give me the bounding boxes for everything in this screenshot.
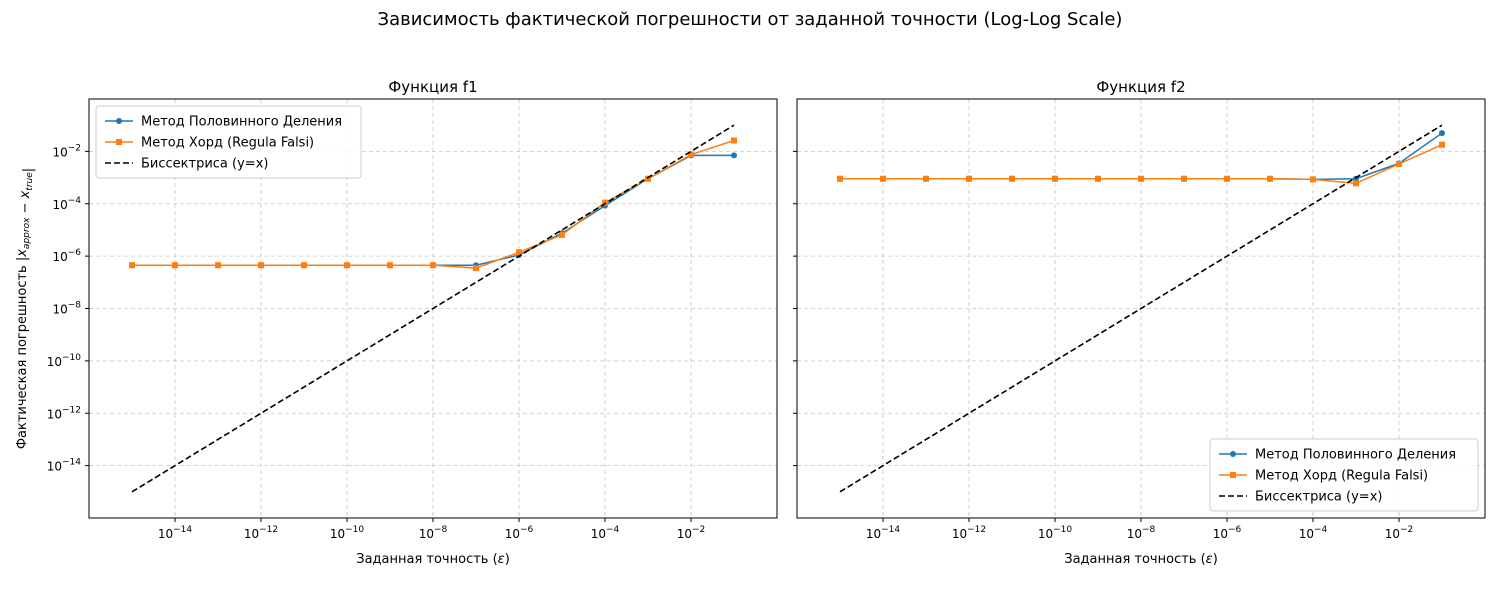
series-line — [839, 124, 1443, 493]
legend-label: Метод Половинного Деления — [1255, 448, 1456, 463]
legend-marker — [116, 139, 122, 145]
subplot-title: Функция f1 — [388, 78, 477, 96]
x-tick-label: 10−2 — [1385, 525, 1414, 541]
data-point — [516, 249, 522, 256]
legend: Метод Половинного Деления Метод Хорд (Reg… — [1209, 438, 1479, 512]
data-point — [430, 262, 436, 269]
legend-marker — [116, 118, 122, 124]
legend: Метод Половинного Деления Метод Хорд (Reg… — [95, 105, 362, 179]
data-point — [731, 137, 737, 144]
x-tick-label: 10−6 — [1213, 525, 1242, 541]
y-tick-label: 10−10 — [47, 353, 82, 369]
legend-marker — [1230, 472, 1236, 478]
figure-title: Зависимость фактической погрешности от з… — [377, 9, 1123, 30]
data-point — [1052, 175, 1058, 182]
y-tick-label: 10−8 — [52, 301, 81, 317]
x-tick-label: 10−4 — [591, 525, 620, 541]
x-tick-label: 10−8 — [419, 525, 448, 541]
x-axis-label: Заданная точность (ε) — [1064, 552, 1218, 567]
series-line — [131, 124, 735, 493]
legend-box — [1209, 438, 1479, 512]
x-tick-label: 10−8 — [1127, 525, 1156, 541]
data-point — [1439, 130, 1445, 137]
data-point — [387, 262, 393, 269]
data-point — [1009, 175, 1015, 182]
data-point — [473, 265, 479, 272]
data-point — [258, 262, 264, 269]
data-point — [966, 175, 972, 182]
series-3 — [131, 124, 735, 493]
data-point — [1439, 141, 1445, 148]
data-point — [880, 175, 886, 182]
subplot-title: Функция f2 — [1096, 78, 1185, 96]
data-point — [602, 199, 608, 206]
x-tick-label: 10−10 — [330, 525, 365, 541]
x-tick-label: 10−12 — [952, 525, 986, 541]
data-point — [1138, 175, 1144, 182]
x-ticks: 10−14 10−12 10−10 10−8 10−6 10−4 10−2 — [158, 518, 705, 541]
y-tick-label: 10−6 — [52, 248, 81, 264]
legend-label: Биссектриса (y=x) — [1255, 490, 1382, 505]
data-point — [1396, 160, 1402, 167]
y-ticks — [793, 150, 797, 467]
data-point — [1224, 175, 1230, 182]
data-point — [1353, 180, 1359, 187]
x-ticks: 10−14 10−12 10−10 10−8 10−6 10−4 10−2 — [866, 518, 1413, 541]
legend-label: Метод Половинного Деления — [141, 115, 342, 130]
x-tick-label: 10−14 — [866, 525, 901, 541]
data-point — [688, 151, 694, 158]
x-tick-label: 10−14 — [158, 525, 193, 541]
y-ticks: 10−14 10−12 10−10 10−8 10−6 10−4 10−2 — [47, 143, 89, 474]
subplot-1: 10−14 10−12 10−10 10−8 10−6 10−4 10−210−1410−1… — [15, 78, 778, 567]
legend-marker — [1230, 451, 1236, 457]
data-point — [1095, 175, 1101, 182]
x-tick-label: 10−4 — [1299, 525, 1328, 541]
data-point — [301, 262, 307, 269]
data-point — [172, 262, 178, 269]
y-tick-label: 10−12 — [47, 405, 81, 421]
x-axis-label: Заданная точность (ε) — [356, 552, 510, 567]
data-point — [731, 152, 737, 159]
x-tick-label: 10−2 — [677, 525, 706, 541]
data-point — [215, 262, 221, 269]
data-point — [1181, 175, 1187, 182]
data-point — [129, 262, 135, 269]
subplot-2: 10−14 10−12 10−10 10−8 10−6 10−4 10−2 Функция f… — [793, 78, 1486, 567]
data-point — [1310, 176, 1316, 183]
legend-label: Метод Хорд (Regula Falsi) — [1255, 469, 1428, 484]
data-point — [559, 231, 565, 238]
legend-label: Биссектриса (y=x) — [141, 157, 268, 172]
data-point — [837, 175, 843, 182]
x-tick-label: 10−12 — [244, 525, 278, 541]
data-point — [923, 175, 929, 182]
data-point — [1267, 175, 1273, 182]
y-tick-label: 10−4 — [52, 196, 81, 212]
y-tick-label: 10−2 — [52, 143, 81, 159]
legend-box — [95, 105, 362, 179]
series-2 — [837, 141, 1445, 187]
y-axis-label: Фактическая погрешность |xapprox − xtrue… — [15, 168, 36, 449]
data-point — [645, 175, 651, 182]
data-point — [344, 262, 350, 269]
series-3 — [839, 124, 1443, 493]
legend-label: Метод Хорд (Regula Falsi) — [141, 136, 314, 151]
y-tick-label: 10−14 — [47, 458, 82, 474]
x-tick-label: 10−10 — [1038, 525, 1073, 541]
x-tick-label: 10−6 — [505, 525, 534, 541]
